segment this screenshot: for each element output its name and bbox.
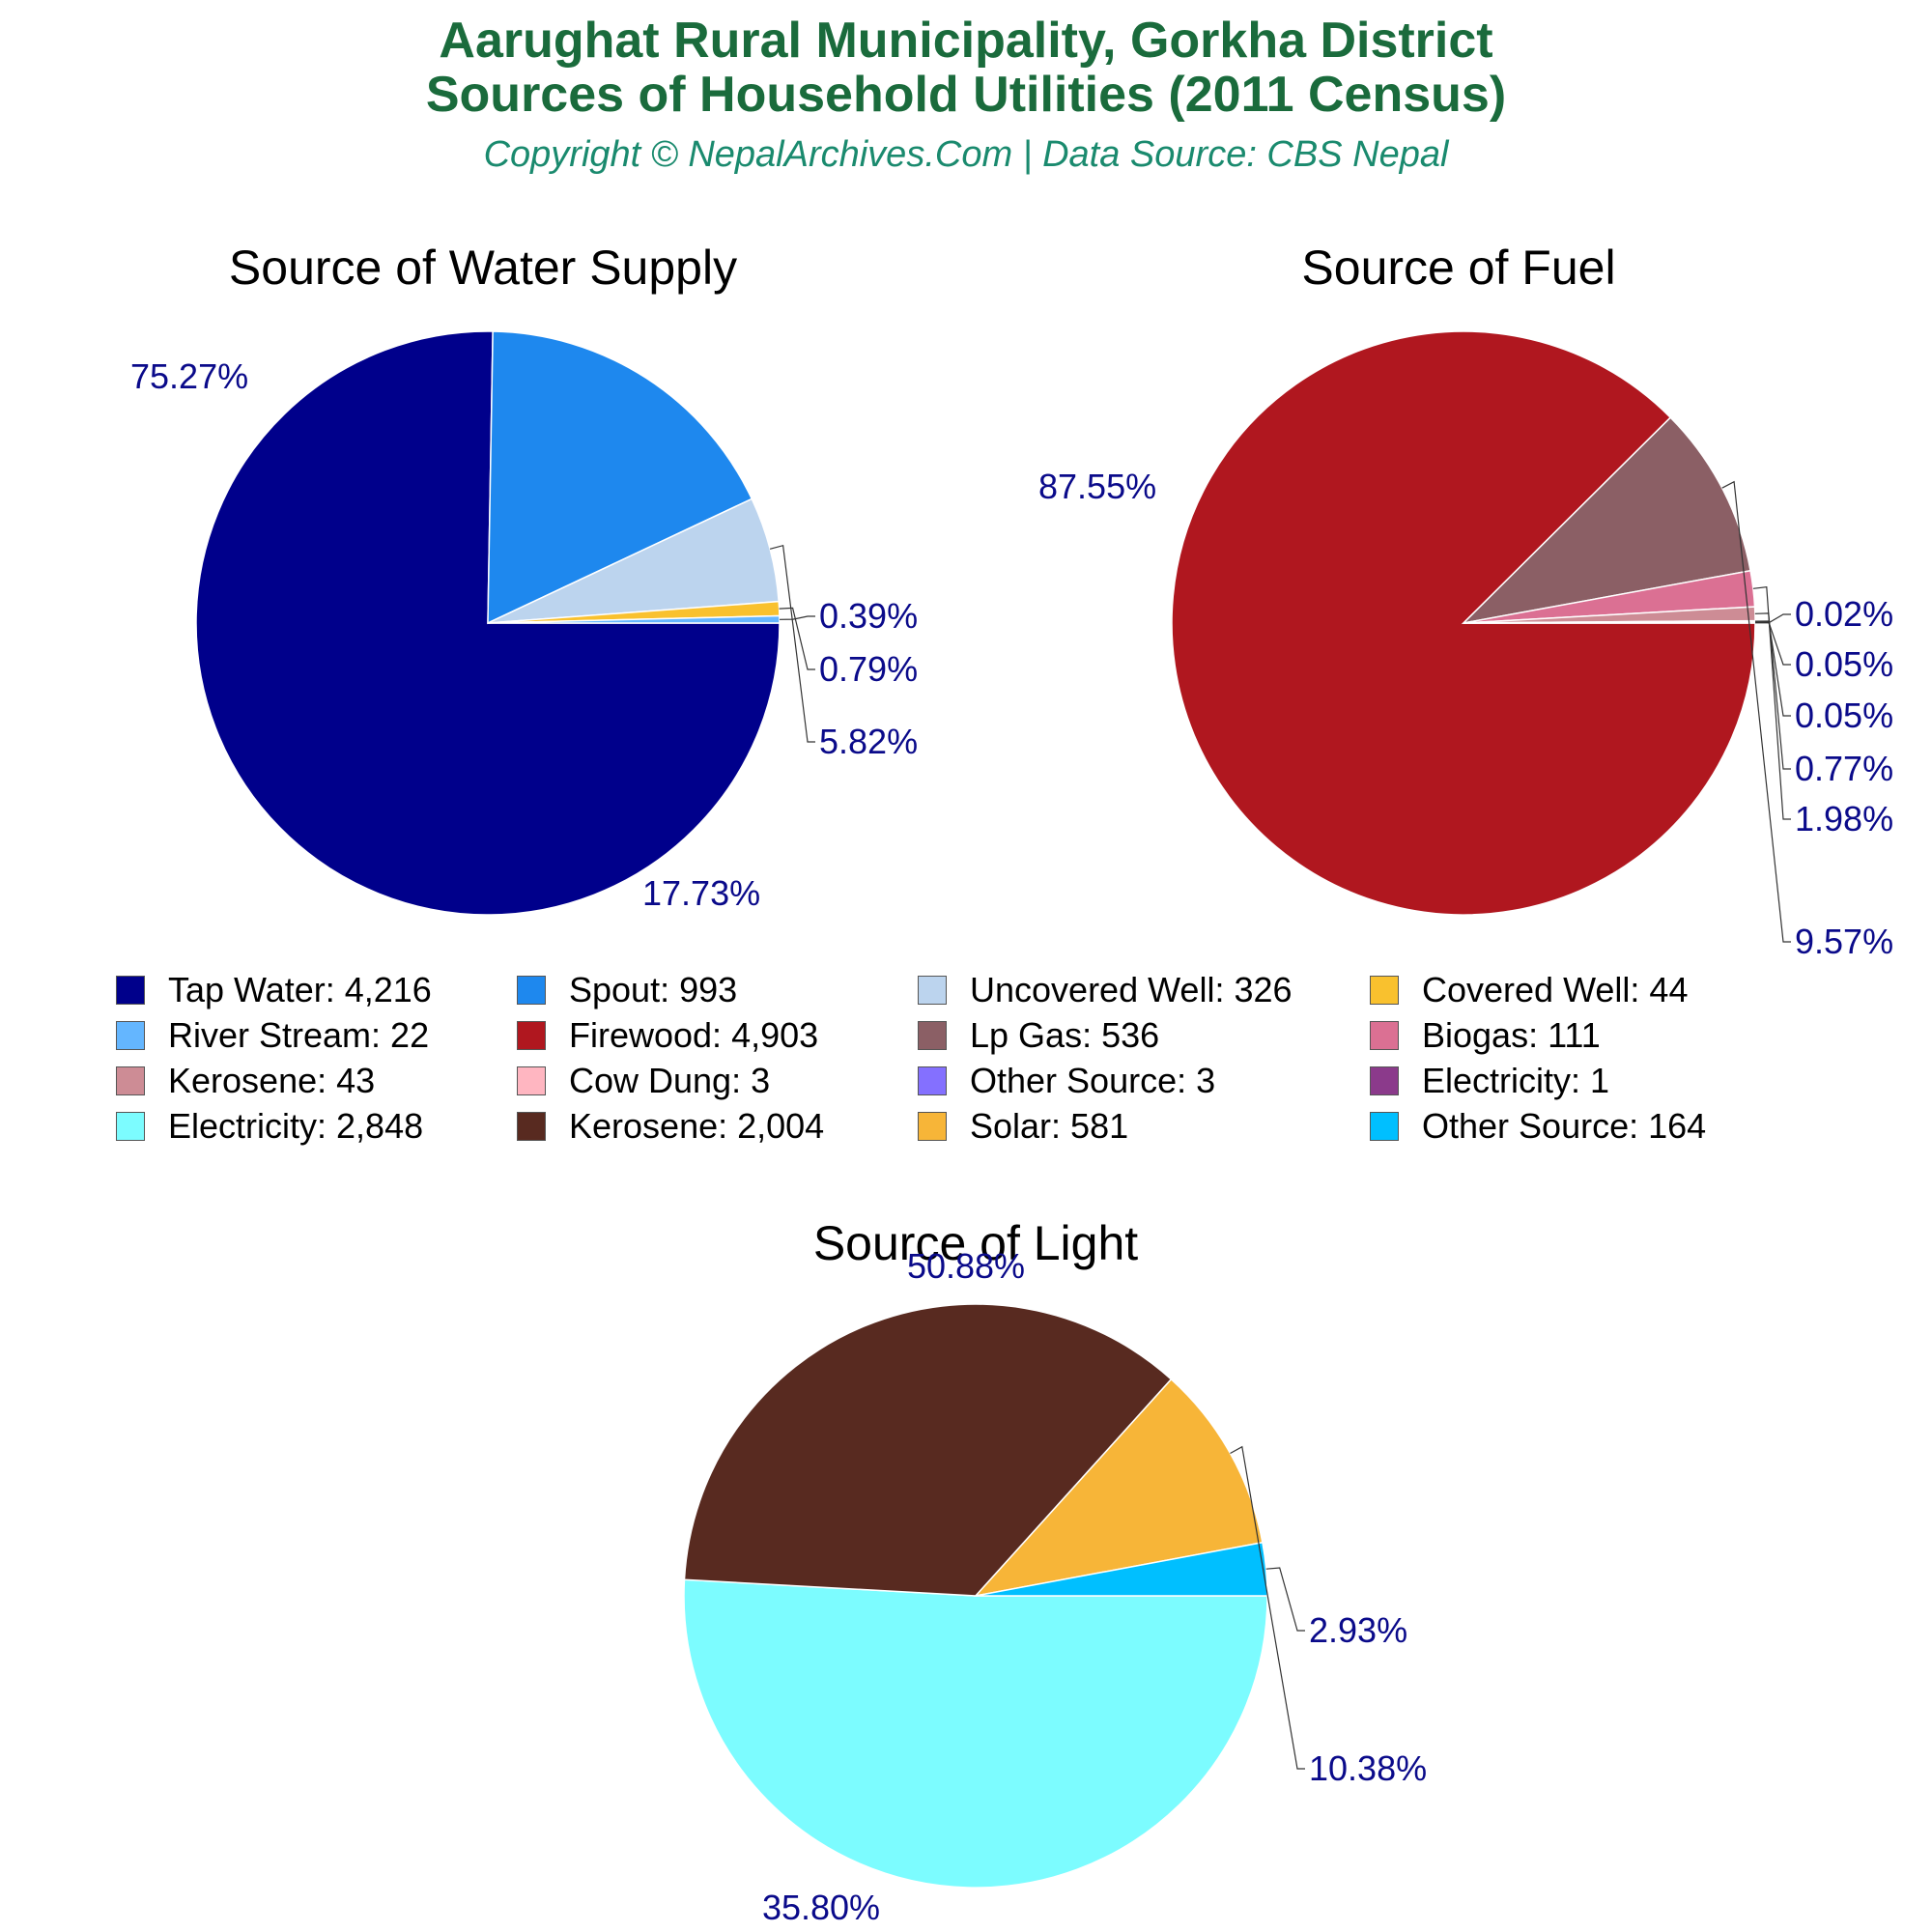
legend-swatch — [116, 976, 145, 1005]
fuel-leader-electricity — [1755, 613, 1791, 624]
legend-swatch — [918, 1112, 947, 1141]
water-label-river-stream: 0.39% — [819, 596, 918, 636]
legend-swatch — [517, 1021, 546, 1050]
water-label-uncovered-well: 5.82% — [819, 722, 918, 761]
legend-item-other-source-3: Other Source: 3 — [918, 1060, 1215, 1102]
legend-label: Kerosene: 2,004 — [569, 1106, 825, 1146]
legend-item-kerosene-43: Kerosene: 43 — [116, 1060, 375, 1102]
legend-item-uncovered-well-326: Uncovered Well: 326 — [918, 969, 1293, 1011]
fuel-leader-kerosene — [1754, 612, 1791, 770]
light-pie-title: Source of Light — [812, 1216, 1139, 1270]
fuel-leader-other-source — [1754, 621, 1791, 666]
legend-item-other-source-164: Other Source: 164 — [1370, 1105, 1706, 1148]
fuel-label-other-source: 0.05% — [1795, 644, 1893, 684]
legend-swatch — [1370, 1066, 1399, 1095]
legend-label: Spout: 993 — [569, 970, 738, 1009]
legend-label: Lp Gas: 536 — [970, 1015, 1160, 1055]
legend-item-lp-gas-536: Lp Gas: 536 — [918, 1014, 1159, 1057]
legend-label: Biogas: 111 — [1422, 1015, 1601, 1055]
legend-swatch — [1370, 1021, 1399, 1050]
legend-label: Other Source: 164 — [1422, 1106, 1707, 1146]
legend-item-biogas-111: Biogas: 111 — [1370, 1014, 1601, 1057]
fuel-label-lp-gas: 9.57% — [1795, 922, 1893, 961]
light-label-kerosene: 35.80% — [762, 1888, 880, 1927]
legend-swatch — [116, 1021, 145, 1050]
legend-swatch — [116, 1066, 145, 1095]
water-label-covered-well: 0.79% — [819, 649, 918, 689]
legend-swatch — [116, 1112, 145, 1141]
light-label-other-source: 2.93% — [1309, 1610, 1407, 1650]
legend-label: Uncovered Well: 326 — [970, 970, 1293, 1009]
legend-item-cow-dung-3: Cow Dung: 3 — [517, 1060, 770, 1102]
light-leader-solar — [1230, 1445, 1305, 1770]
fuel-pie-title: Source of Fuel — [1301, 241, 1616, 295]
legend-item-electricity-1: Electricity: 1 — [1370, 1060, 1609, 1102]
legend-swatch — [918, 976, 947, 1005]
figure-title-line-1: Aarughat Rural Municipality, Gorkha Dist… — [439, 13, 1493, 69]
legend-item-firewood-4-903: Firewood: 4,903 — [517, 1014, 818, 1057]
water-pie-title: Source of Water Supply — [228, 241, 738, 295]
water-leader-river-stream — [779, 615, 815, 620]
legend-label: Electricity: 1 — [1422, 1061, 1610, 1100]
figure-header: Aarughat Rural Municipality, Gorkha Dist… — [0, 14, 1932, 178]
light-leader-other-source — [1265, 1567, 1305, 1632]
light-label-solar: 10.38% — [1309, 1748, 1427, 1788]
legend-item-electricity-2-848: Electricity: 2,848 — [116, 1105, 423, 1148]
water-leader-uncovered-well — [769, 544, 815, 743]
legend-swatch — [1370, 976, 1399, 1005]
legend-item-solar-581: Solar: 581 — [918, 1105, 1128, 1148]
figure-subtitle: Copyright © NepalArchives.Com | Data Sou… — [483, 134, 1449, 175]
legend-swatch — [517, 976, 546, 1005]
legend-label: Solar: 581 — [970, 1106, 1129, 1146]
legend-item-river-stream-22: River Stream: 22 — [116, 1014, 429, 1057]
legend-item-tap-water-4-216: Tap Water: 4,216 — [116, 969, 432, 1011]
legend-swatch — [1370, 1112, 1399, 1141]
water-leader-covered-well — [779, 607, 815, 670]
legend-label: Tap Water: 4,216 — [168, 970, 432, 1009]
legend-label: Electricity: 2,848 — [168, 1106, 424, 1146]
legend-swatch — [918, 1021, 947, 1050]
fuel-label-kerosene: 0.77% — [1795, 749, 1893, 788]
fuel-leader-biogas — [1752, 586, 1791, 820]
light-slice-electricity — [683, 1578, 1268, 1889]
fuel-label-electricity: 0.02% — [1795, 594, 1893, 634]
water-label-spout: 17.73% — [642, 873, 760, 913]
light-label-electricity: 50.88% — [907, 1246, 1025, 1286]
legend-swatch — [517, 1112, 546, 1141]
legend-item-kerosene-2-004: Kerosene: 2,004 — [517, 1105, 824, 1148]
legend-item-covered-well-44: Covered Well: 44 — [1370, 969, 1688, 1011]
fuel-label-firewood: 87.55% — [1038, 467, 1156, 506]
figure-title-line-2: Sources of Household Utilities (2011 Cen… — [425, 67, 1507, 123]
legend-swatch — [517, 1066, 546, 1095]
legend-label: Kerosene: 43 — [168, 1061, 376, 1100]
legend-label: Covered Well: 44 — [1422, 970, 1689, 1009]
legend-item-spout-993: Spout: 993 — [517, 969, 737, 1011]
legend-label: Cow Dung: 3 — [569, 1061, 771, 1100]
light-slice-kerosene — [683, 1303, 1173, 1597]
legend-swatch — [918, 1066, 947, 1095]
water-slice-spout — [487, 330, 753, 625]
legend-label: River Stream: 22 — [168, 1015, 430, 1055]
fuel-leader-lp-gas — [1721, 480, 1791, 943]
water-label-tap-water: 75.27% — [130, 356, 248, 396]
water-slice-river-stream — [487, 614, 781, 624]
legend-label: Firewood: 4,903 — [569, 1015, 819, 1055]
legend-label: Other Source: 3 — [970, 1061, 1216, 1100]
fuel-label-biogas: 1.98% — [1795, 799, 1893, 838]
fuel-leader-cow-dung — [1754, 620, 1791, 717]
fuel-label-cow-dung: 0.05% — [1795, 696, 1893, 735]
fuel-slice-lp-gas — [1461, 416, 1751, 625]
